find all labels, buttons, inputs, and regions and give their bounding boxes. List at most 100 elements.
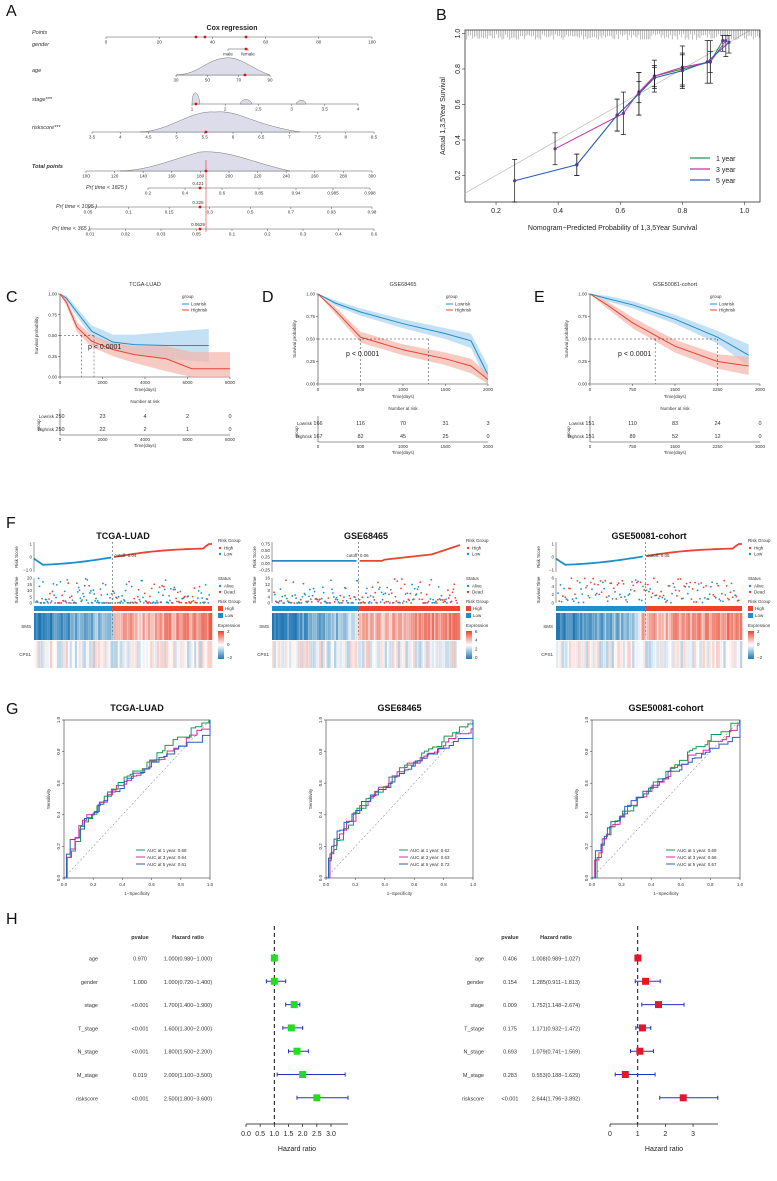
- heatmap-cell: [403, 641, 406, 668]
- heatmap-cell: [39, 613, 42, 640]
- roc-title: TCGA-LUAD: [110, 703, 164, 713]
- risk-count-high: 0: [758, 434, 761, 440]
- heatmap-cell: [194, 613, 197, 640]
- survival-point: [571, 598, 574, 601]
- survival-point: [724, 594, 727, 596]
- heatmap-cell: [450, 613, 453, 640]
- survival-point: [143, 592, 146, 595]
- heatmap-cell: [678, 613, 681, 640]
- heatmap-cell: [740, 641, 743, 668]
- heatmap-cell: [366, 641, 369, 668]
- risk-group-label: group: [566, 426, 571, 438]
- expression-tick-label: 2: [757, 629, 760, 634]
- heatmap-cell: [37, 641, 40, 668]
- survival-point: [381, 598, 384, 601]
- heatmap-cell: [128, 613, 131, 640]
- heatmap-cell: [131, 613, 134, 640]
- heatmap-cell: [390, 613, 393, 640]
- heatmap-cell: [660, 613, 663, 640]
- heatmap-cell: [606, 641, 609, 668]
- survival-point: [412, 598, 415, 601]
- survival-point: [435, 602, 438, 604]
- heatmap-cell: [680, 641, 683, 668]
- heatmap-cell: [74, 641, 78, 668]
- y-axis-label: Sensitivity: [46, 788, 51, 809]
- nomogram-tick-label: female: [241, 52, 255, 57]
- nomogram-point: [198, 227, 202, 231]
- survival-point: [196, 601, 198, 604]
- heatmap-cell: [615, 641, 618, 668]
- survival-point: [586, 584, 589, 587]
- legend-label: Alive: [754, 584, 764, 589]
- survival-point: [176, 600, 178, 603]
- survival-point: [295, 597, 297, 600]
- survival-point: [406, 592, 409, 595]
- survival-point: [173, 586, 176, 589]
- survival-point: [160, 601, 163, 604]
- legend-swatch: [466, 613, 471, 618]
- heatmap-cell: [118, 641, 120, 668]
- y-tick-label: 0.2: [318, 843, 323, 850]
- calibration-point: [652, 76, 657, 80]
- survival-point: [660, 590, 663, 593]
- survival-point: [577, 601, 580, 604]
- survival-point: [632, 584, 635, 587]
- survival-point: [442, 601, 445, 604]
- heatmap-cell: [187, 613, 190, 640]
- survival-point: [578, 581, 581, 584]
- survival-point: [734, 594, 737, 596]
- survival-point: [708, 593, 711, 596]
- legend-label: High: [755, 606, 765, 611]
- heatmap-cell: [728, 613, 732, 640]
- survival-point: [432, 598, 435, 601]
- legend-title: Expression: [748, 623, 771, 628]
- survival-point: [410, 602, 412, 604]
- survival-point: [633, 590, 636, 592]
- heatmap-cell: [712, 641, 715, 668]
- survival-point: [47, 602, 50, 604]
- survival-point: [204, 583, 207, 586]
- row-pvalue: 0.693: [503, 1050, 517, 1056]
- heatmap-cell: [176, 641, 179, 668]
- survival-point: [207, 601, 210, 604]
- heatmap-cell: [300, 613, 303, 640]
- survival-point: [113, 592, 116, 595]
- survival-point: [99, 588, 102, 591]
- row-hazard-ratio: 1.600(1.300−2.000): [164, 1026, 212, 1032]
- expression-tick-label: −2: [227, 655, 233, 660]
- survival-point: [618, 593, 621, 596]
- heatmap-cell: [167, 641, 170, 668]
- heatmap-cell: [635, 613, 639, 640]
- heatmap-cell: [379, 613, 382, 640]
- heatmap-cell: [57, 613, 60, 640]
- survival-point: [162, 585, 165, 588]
- nomogram-tick-label: 300: [368, 174, 376, 179]
- y-tick-label: 0.0: [318, 874, 323, 881]
- x-tick-label: 0.4: [553, 208, 563, 215]
- risk-row-label: Highrisk: [296, 434, 313, 439]
- survival-point: [342, 599, 344, 602]
- survival-point: [604, 579, 607, 582]
- survival-point: [696, 589, 699, 592]
- expression-tick-label: 0: [475, 655, 478, 660]
- panel-label-b: B: [436, 7, 447, 24]
- survival-point: [299, 598, 302, 601]
- x-tick-label: 0: [59, 380, 62, 385]
- survival-point: [92, 589, 95, 592]
- survival-point: [169, 599, 171, 602]
- heatmap-cell: [684, 641, 687, 668]
- heatmap-cell: [409, 613, 412, 640]
- survival-point: [640, 599, 643, 602]
- nomogram-tick-label: 5.5: [202, 135, 209, 140]
- survival-point: [48, 598, 50, 600]
- heatmap-cell: [725, 641, 728, 668]
- risk-score-high: [359, 544, 461, 562]
- survival-point: [561, 595, 564, 597]
- survival-point: [716, 582, 718, 585]
- heatmap-cell: [375, 613, 378, 640]
- heatmap-cell: [704, 613, 707, 640]
- heatmap-cell: [411, 613, 414, 640]
- nomogram-tick-label: 0.3: [207, 210, 214, 215]
- nomogram-tick-label: 6.5: [258, 135, 265, 140]
- heatmap-cell: [416, 641, 419, 668]
